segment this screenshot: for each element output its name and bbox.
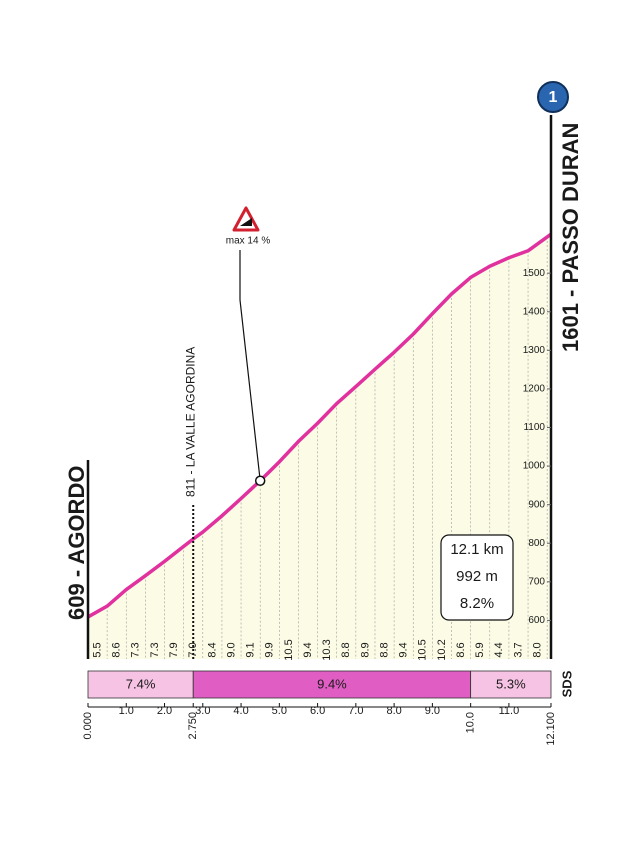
gradient-label: 7.3: [130, 642, 142, 657]
sector-label: 9.4%: [317, 676, 347, 691]
x-tick-label: 2.0: [157, 705, 172, 717]
sector-bar: [87, 670, 194, 699]
max-point: [254, 475, 266, 486]
y-tick-label: 700: [528, 576, 545, 587]
x-tick-label: 9.0: [425, 705, 440, 717]
sector-label: 5.3%: [496, 676, 526, 691]
gradient-label: 9.9: [264, 642, 276, 657]
y-tick-label: 1400: [523, 306, 546, 317]
x-tick-label: 12.100: [545, 712, 557, 746]
gradient-label: 8.8: [378, 642, 390, 657]
y-tick-label: 1500: [523, 268, 546, 279]
sector-label: 7.4%: [126, 676, 156, 691]
gradient-label: 9.1: [245, 642, 257, 657]
x-tick-label: 7.0: [348, 705, 363, 717]
gradient-label: 10.5: [283, 639, 295, 660]
y-tick-label: 900: [528, 499, 545, 510]
max-pointer: [239, 250, 261, 481]
y-tick-label: 1000: [523, 461, 546, 472]
category-badge-icon: [537, 81, 569, 113]
y-tick-label: 1300: [523, 345, 546, 356]
y-tick-label: 600: [528, 615, 545, 626]
gradient-label: 8.6: [111, 642, 123, 657]
x-tick-label: 2.750: [187, 712, 199, 740]
gradient-label: 10.5: [417, 639, 429, 660]
gradient-label: 8.6: [455, 642, 467, 657]
y-tick-label: 1100: [523, 422, 545, 433]
gradient-label: 5.5: [91, 642, 103, 657]
profile-line: [87, 232, 553, 619]
gradient-label: 9.0: [225, 642, 237, 657]
summary-line: 12.1 km: [450, 541, 503, 558]
gradient-label: 5.9: [474, 642, 486, 657]
x-tick-label: 11.0: [499, 705, 520, 717]
gradient-label: 9.4: [398, 642, 410, 657]
logo: SDS: [559, 670, 574, 697]
sector-bar: [470, 670, 552, 699]
summary-box: [440, 534, 514, 621]
warning-icon-inner: [240, 218, 252, 226]
gradient-label: 3.7: [512, 642, 524, 657]
x-tick-label: 3.0: [195, 705, 210, 717]
category-badge: 1: [549, 89, 558, 106]
y-tick-label: 800: [528, 538, 545, 549]
x-tick-label: 0.000: [82, 712, 94, 740]
gradient-label: 8.4: [206, 642, 218, 657]
gradient-label: 7.9: [168, 642, 180, 657]
summary-line: 992 m: [456, 568, 498, 585]
finish-label: 1601 - PASSO DURAN: [558, 123, 583, 352]
gradient-label: 8.8: [340, 642, 352, 657]
x-tick-label: 1.0: [119, 705, 134, 717]
profile-area: [88, 234, 551, 659]
gradient-label: 7.3: [149, 642, 161, 657]
gradient-label: 8.0: [532, 642, 544, 657]
summary-line: 8.2%: [460, 595, 494, 612]
x-tick-label: 10.0: [465, 712, 477, 733]
waypoint-label: 811 - LA VALLE AGORDINA: [183, 347, 197, 497]
x-tick-label: 4.0: [233, 705, 248, 717]
x-tick-label: 6.0: [310, 705, 325, 717]
gradient-label: 10.2: [436, 639, 448, 660]
gradient-label: 10.3: [321, 639, 333, 660]
start-label: 609 - AGORDO: [64, 466, 89, 620]
y-tick-label: 1200: [523, 384, 546, 395]
gradient-label: 9.4: [302, 642, 314, 657]
gradient-label: 8.9: [359, 642, 371, 657]
gradient-label: 7.0: [187, 642, 199, 657]
x-tick-label: 8.0: [386, 705, 401, 717]
x-tick-label: 5.0: [272, 705, 287, 717]
gradient-label: 4.4: [493, 642, 505, 657]
max-label: max 14 %: [226, 236, 271, 247]
warning-icon: [232, 206, 260, 232]
